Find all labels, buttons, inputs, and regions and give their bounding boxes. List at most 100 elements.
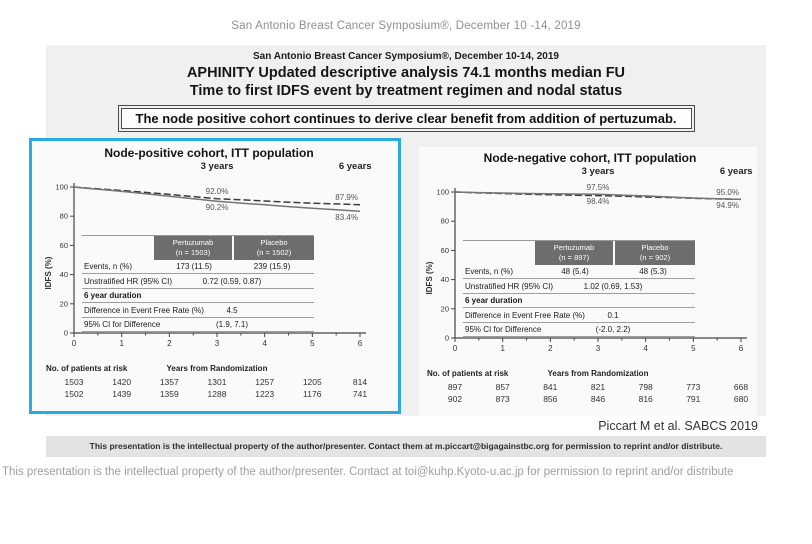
slide-title-line2: Time to first IDFS event by treatment re… xyxy=(189,83,623,100)
pct-annotation: 87.9% xyxy=(335,193,358,203)
y-axis-label: IDFS (%) xyxy=(43,256,53,289)
at-risk-number: 816 xyxy=(638,393,653,404)
svg-text:1: 1 xyxy=(500,344,505,353)
stats-row: 6 year duration xyxy=(463,294,695,309)
stats-header-arm: Placebo xyxy=(641,242,669,252)
km-plot-svg: 0 20 40 60 80 100 0 1 2 3 4 5 6 xyxy=(436,187,747,353)
stats-row: Events, n (%) 48 (5.4) 48 (5.3) xyxy=(463,265,695,280)
stats-row-label: Events, n (%) xyxy=(465,267,514,277)
stats-row-label: 95% CI for Difference xyxy=(465,325,542,335)
stats-row-label: Unstratified HR (95% CI) xyxy=(465,281,554,291)
svg-text:2: 2 xyxy=(167,339,172,348)
at-risk-number: 1503 xyxy=(64,376,84,387)
stats-table: Pertuzumab (n = 1503) Placebo (n = 1502) Eve… xyxy=(82,234,314,333)
page-footer-text: This presentation is the intellectual pr… xyxy=(2,465,734,478)
at-risk-number: 1359 xyxy=(159,388,179,399)
x-axis-label: Years from Randomization xyxy=(166,363,268,373)
stats-row-label: 6 year duration xyxy=(465,296,523,306)
pct-annotation: 92.0% xyxy=(205,187,229,197)
at-risk-number: 857 xyxy=(495,381,510,392)
period-label: 3 years xyxy=(581,165,615,177)
stats-header-n: (n = 1503) xyxy=(175,247,211,257)
km-curve-pertuzumab xyxy=(73,185,361,205)
chart-panel-node-positive: Node-positive cohort, ITT population 3 ye… xyxy=(44,146,374,403)
at-risk-number: 1439 xyxy=(112,388,132,399)
km-curve-placebo xyxy=(454,190,742,200)
at-risk-number: 798 xyxy=(638,381,653,392)
stats-value: 48 (5.4) xyxy=(561,267,589,277)
period-label: 3 years xyxy=(200,160,234,172)
stats-row-label: Difference in Event Free Rate (%) xyxy=(465,310,585,320)
y-axis-label: IDFS (%) xyxy=(424,261,434,294)
stats-row-label: 95% CI for Difference xyxy=(84,320,161,330)
km-curve-placebo xyxy=(73,185,361,212)
at-risk-number: 741 xyxy=(352,388,368,399)
chart-title: Node-negative cohort, ITT population xyxy=(483,150,697,165)
period-labels-row: 3 years 6 years xyxy=(44,161,374,173)
stats-value: 1.02 (0.69, 1.53) xyxy=(583,281,643,291)
stats-header-n: (n = 1502) xyxy=(256,247,292,257)
stats-header-row: Pertuzumab (n = 1503) Placebo (n = 1502) xyxy=(82,235,314,260)
at-risk-rows: 1503 1420 1357 1301 1257 1205 814 1502 1439 1359 1… xyxy=(44,377,374,403)
svg-text:1: 1 xyxy=(119,339,124,348)
stats-header-cell: Placebo (n = 1502) xyxy=(234,235,314,260)
at-risk-number: 1223 xyxy=(255,388,275,399)
stats-header-arm: Pertuzumab xyxy=(172,237,214,247)
stats-value: 239 (15.9) xyxy=(253,262,291,272)
svg-text:40: 40 xyxy=(60,270,68,279)
svg-text:20: 20 xyxy=(441,304,449,313)
citation-text: Piccart M et al. SABCS 2019 xyxy=(46,415,766,436)
stats-row: Events, n (%) 173 (11.5) 239 (15.9) xyxy=(82,260,314,275)
stats-header-cell: Pertuzumab (n = 897) xyxy=(535,240,613,265)
svg-text:100: 100 xyxy=(436,187,449,196)
svg-text:80: 80 xyxy=(60,211,68,220)
svg-text:60: 60 xyxy=(60,240,68,249)
svg-text:0: 0 xyxy=(445,333,449,342)
at-risk-number: 846 xyxy=(590,393,606,404)
stats-row-label: Events, n (%) xyxy=(84,262,133,272)
stats-header-n: (n = 897) xyxy=(558,252,590,262)
svg-text:6: 6 xyxy=(358,339,363,348)
at-risk-number: 791 xyxy=(686,393,701,404)
stats-header-arm: Placebo xyxy=(260,237,288,247)
chart-panel-node-negative: Node-negative cohort, ITT population 3 ye… xyxy=(419,146,757,416)
stats-row: 6 year duration xyxy=(82,289,314,304)
svg-text:0: 0 xyxy=(72,339,77,348)
pct-annotation: 95.0% xyxy=(716,187,739,197)
stats-row-label: 6 year duration xyxy=(84,291,142,301)
svg-text:20: 20 xyxy=(60,299,68,308)
slide-fine-print: This presentation is the intellectual pr… xyxy=(46,435,766,457)
svg-text:4: 4 xyxy=(262,339,267,348)
at-risk-number: 856 xyxy=(543,393,558,404)
conference-header-text: San Antonio Breast Cancer Symposium®, De… xyxy=(231,20,581,32)
pct-annotation: 94.9% xyxy=(716,201,739,211)
svg-text:80: 80 xyxy=(441,216,449,225)
svg-text:0: 0 xyxy=(453,344,458,353)
at-risk-number: 902 xyxy=(447,393,463,404)
at-risk-number: 1502 xyxy=(64,388,84,399)
at-risk-number: 1205 xyxy=(302,376,322,387)
svg-text:3: 3 xyxy=(215,339,220,348)
chart-title: Node-positive cohort, ITT population xyxy=(104,145,314,160)
pct-annotation: 98.4% xyxy=(586,197,610,207)
stats-value: (1.9, 7.1) xyxy=(215,320,249,330)
at-risk-number: 873 xyxy=(495,393,510,404)
stats-value: 0.1 xyxy=(607,310,619,320)
svg-text:100: 100 xyxy=(55,182,68,191)
slide-conference-header: San Antonio Breast Cancer Symposium®, De… xyxy=(252,51,559,62)
stats-row-label: Unstratified HR (95% CI) xyxy=(84,276,173,286)
km-plot: 0 20 40 60 80 100 0 1 2 3 4 5 6 IDFS (%) 92.0% 90.2% 87.… xyxy=(44,173,374,363)
at-risk-number: 1301 xyxy=(207,376,227,387)
stats-row: Unstratified HR (95% CI) 1.02 (0.69, 1.53… xyxy=(463,279,695,294)
svg-text:5: 5 xyxy=(310,339,315,348)
stats-header-arm: Pertuzumab xyxy=(553,242,595,252)
at-risk-number: 668 xyxy=(733,381,749,392)
slide-title: APHINITY Updated descriptive analysis 74… xyxy=(46,64,766,101)
charts-row: Node-positive cohort, ITT population 3 ye… xyxy=(29,137,766,416)
statement-wrap: The node positive cohort continues to de… xyxy=(46,104,766,132)
stats-row-label: Difference in Event Free Rate (%) xyxy=(84,305,204,315)
stats-row: Difference in Event Free Rate (%) 0.1 xyxy=(463,308,695,323)
at-risk-meta-row: No. of patients at risk Years from Random… xyxy=(44,364,374,375)
km-curve-pertuzumab xyxy=(454,190,742,200)
at-risk-number: 1420 xyxy=(112,376,132,387)
